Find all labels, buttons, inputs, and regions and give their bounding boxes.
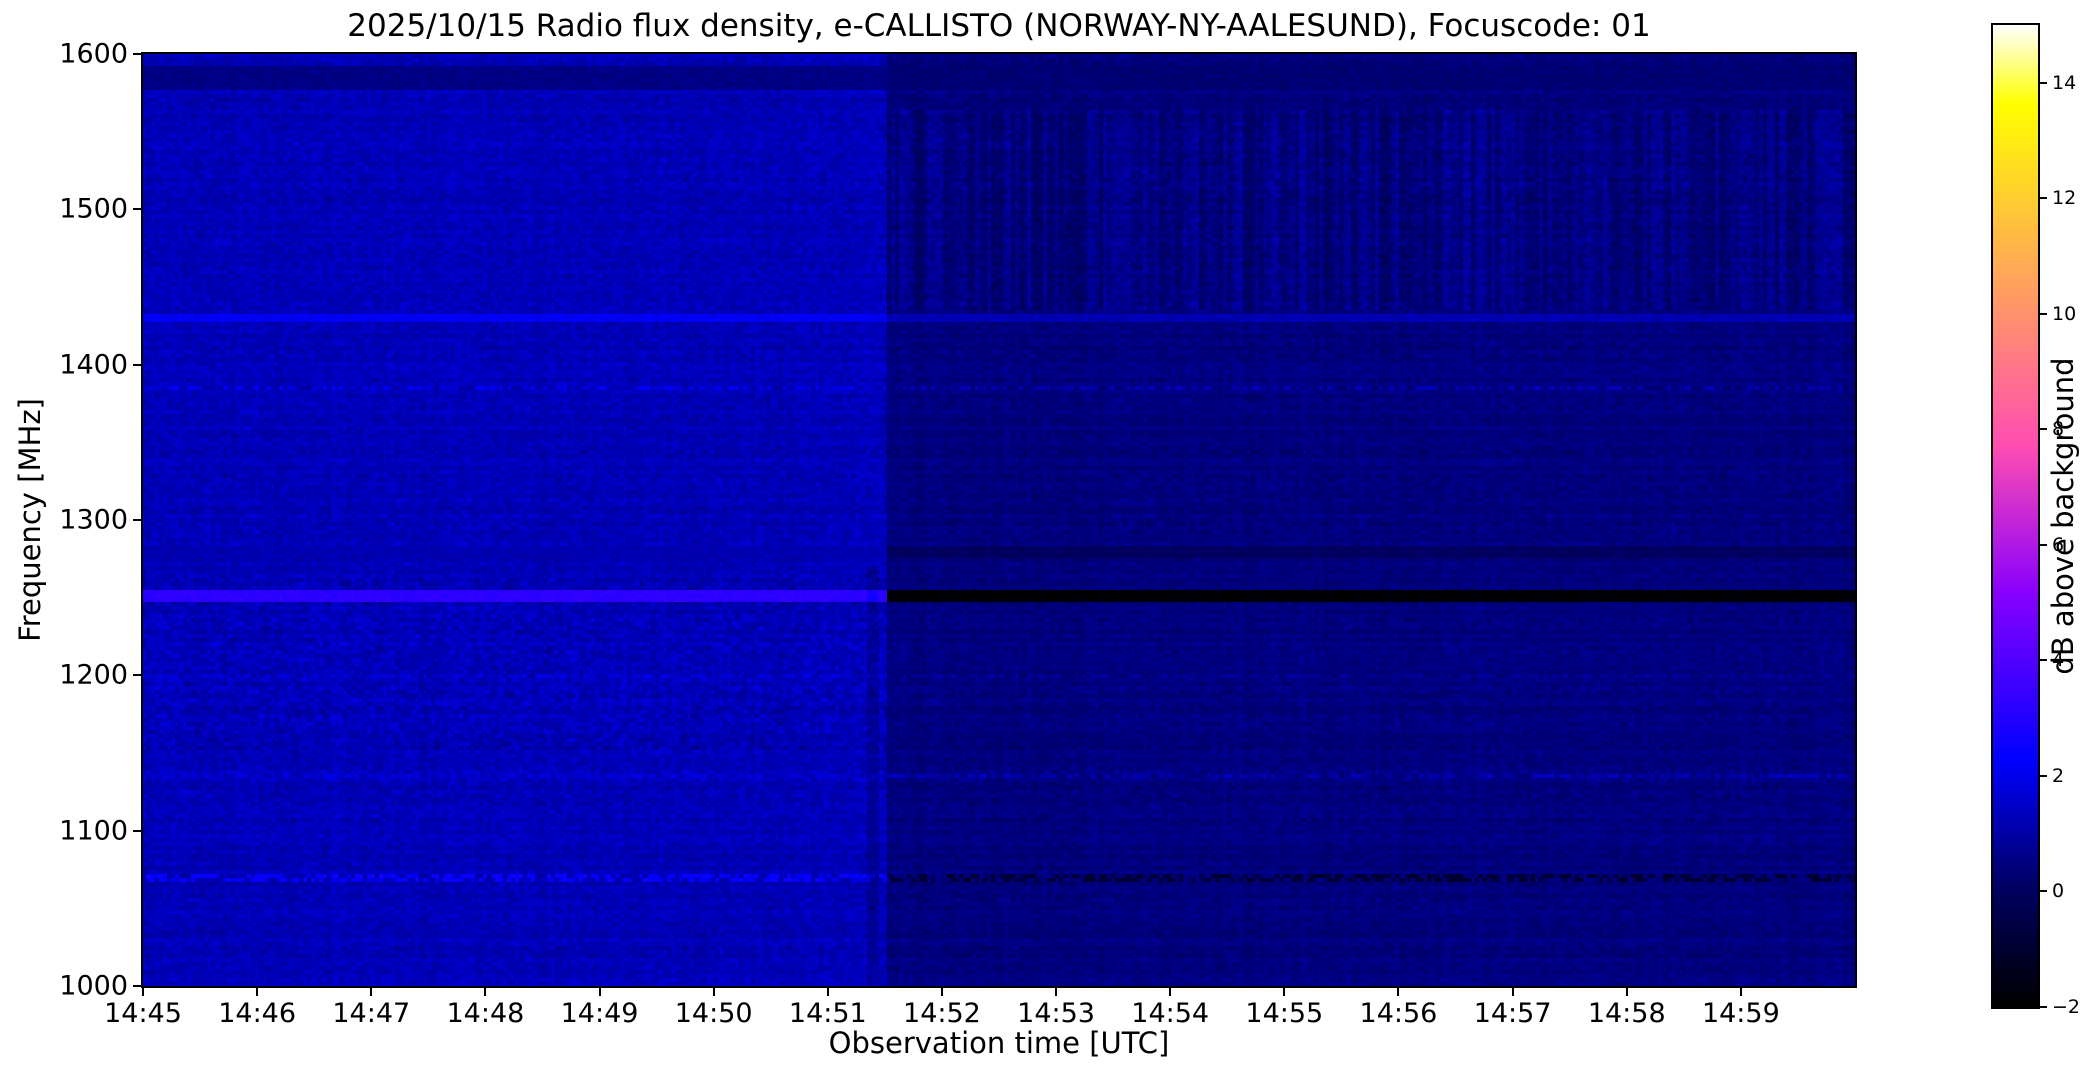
x-tick-mark: [256, 988, 259, 996]
colorbar-tick-label: 4: [2052, 649, 2065, 672]
x-tick-label: 14:46: [218, 998, 297, 1029]
x-tick-label: 14:47: [332, 998, 411, 1029]
y-tick-mark: [133, 674, 141, 677]
colorbar-tick-mark: [2040, 1006, 2047, 1008]
x-tick-mark: [142, 988, 144, 996]
colorbar-tick-mark: [2040, 890, 2047, 893]
y-tick-label: 1500: [59, 193, 128, 225]
colorbar-tick-label: 10: [2052, 302, 2077, 325]
colorbar-tick-mark: [2040, 428, 2047, 431]
colorbar-tick-mark: [2040, 543, 2047, 546]
y-tick-mark: [133, 519, 141, 521]
y-tick-mark: [133, 53, 141, 55]
x-tick-label: 14:55: [1245, 998, 1324, 1029]
x-tick-label: 14:53: [1017, 998, 1095, 1029]
y-tick-mark: [133, 363, 141, 366]
x-tick-mark: [1511, 988, 1514, 996]
y-tick-mark: [133, 208, 141, 211]
colorbar-tick-mark: [2040, 197, 2047, 200]
x-tick-label: 14:50: [674, 998, 753, 1029]
x-tick-label: 14:49: [560, 998, 639, 1029]
colorbar-tick-label: 14: [2052, 71, 2077, 94]
x-tick-mark: [1625, 988, 1628, 996]
x-tick-label: 14:59: [1701, 998, 1780, 1029]
x-tick-label: 14:56: [1359, 998, 1438, 1029]
x-tick-label: 14:45: [104, 998, 182, 1029]
y-tick-label: 1300: [59, 504, 128, 536]
colorbar-tick-mark: [2040, 312, 2047, 315]
x-tick-label: 14:48: [446, 998, 525, 1029]
x-tick-mark: [1283, 988, 1286, 996]
colorbar-tick-mark: [2040, 659, 2047, 662]
y-tick-label: 1000: [59, 970, 128, 1002]
colorbar-tick-label: 0: [2052, 880, 2065, 903]
x-tick-mark: [1169, 988, 1172, 996]
x-tick-mark: [1739, 988, 1742, 996]
x-tick-mark: [1055, 988, 1058, 996]
x-tick-label: 14:52: [903, 998, 981, 1029]
x-axis-label: Observation time [UTC]: [828, 1026, 1170, 1060]
x-tick-mark: [484, 988, 487, 996]
colorbar-tick-mark: [2040, 774, 2047, 777]
y-tick-label: 1200: [59, 659, 128, 691]
colorbar-label: dB above background: [2046, 357, 2080, 675]
x-tick-label: 14:57: [1473, 998, 1552, 1029]
x-tick-mark: [712, 988, 715, 996]
x-tick-mark: [940, 988, 943, 996]
y-tick-label: 1100: [59, 815, 128, 847]
x-tick-mark: [598, 988, 601, 996]
x-tick-label: 14:51: [788, 998, 867, 1029]
chart-title: 2025/10/15 Radio flux density, e-CALLIST…: [347, 8, 1651, 44]
x-tick-mark: [1397, 988, 1400, 996]
x-tick-mark: [370, 988, 373, 996]
colorbar-tick-label: 12: [2052, 187, 2077, 210]
y-tick-mark: [133, 829, 141, 832]
x-tick-label: 14:58: [1587, 998, 1666, 1029]
x-tick-label: 14:54: [1131, 998, 1210, 1029]
spectrogram-heatmap: [141, 52, 1857, 988]
colorbar-tick-label: 8: [2052, 418, 2065, 441]
y-tick-label: 1600: [59, 38, 128, 70]
colorbar-tick-label: 6: [2052, 533, 2065, 556]
x-tick-mark: [826, 988, 829, 996]
colorbar-tick-label: −2: [2052, 996, 2081, 1018]
colorbar-tick-label: 2: [2052, 764, 2065, 787]
y-tick-mark: [133, 985, 141, 987]
colorbar-tick-mark: [2040, 81, 2047, 84]
y-tick-label: 1400: [59, 349, 128, 381]
colorbar: [1991, 23, 2040, 1009]
